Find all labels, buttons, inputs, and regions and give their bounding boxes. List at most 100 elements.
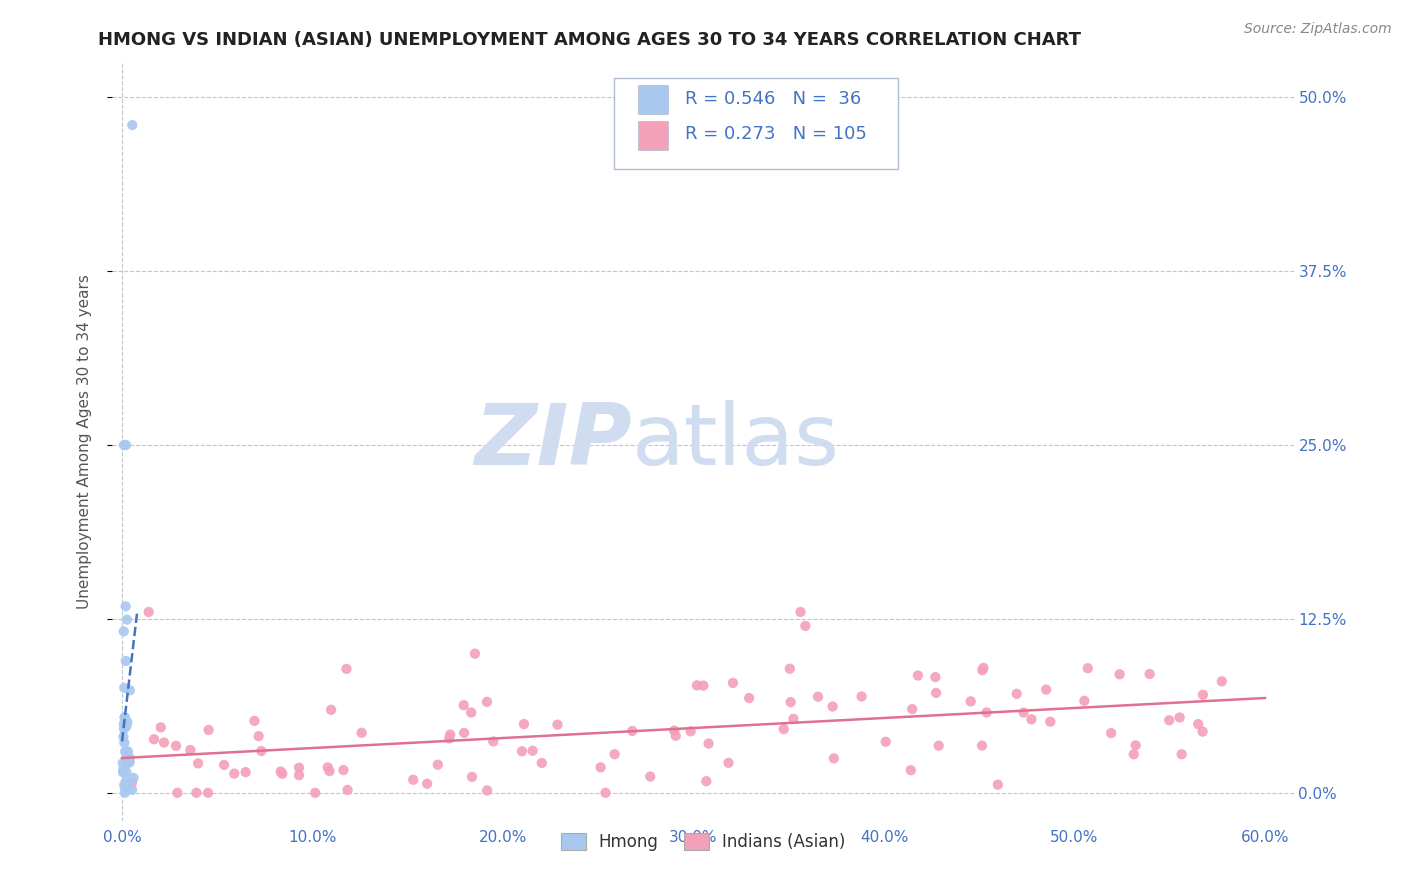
Point — [972, 663, 994, 677]
Point — [686, 678, 709, 692]
Point — [738, 691, 761, 706]
Point — [460, 706, 482, 720]
Point — [117, 715, 139, 730]
Point — [1159, 713, 1181, 727]
Point — [224, 766, 246, 780]
Point — [779, 695, 801, 709]
Point — [270, 764, 292, 779]
Point — [970, 739, 993, 753]
Point — [823, 751, 845, 765]
Point — [603, 747, 626, 762]
Point — [114, 745, 136, 759]
Point — [794, 619, 817, 633]
Point — [112, 763, 135, 777]
Point — [350, 726, 373, 740]
Point — [121, 118, 143, 132]
Point — [717, 756, 740, 770]
Text: atlas: atlas — [633, 400, 841, 483]
Point — [901, 702, 924, 716]
Point — [692, 679, 714, 693]
Point — [114, 786, 136, 800]
Point — [851, 690, 873, 704]
Point — [1211, 674, 1233, 689]
Point — [112, 624, 135, 639]
Point — [288, 768, 311, 782]
Point — [530, 756, 553, 770]
Point — [461, 770, 484, 784]
Point — [1187, 717, 1209, 731]
Point — [976, 706, 998, 720]
Point — [118, 756, 141, 770]
Text: R = 0.273   N = 105: R = 0.273 N = 105 — [685, 126, 868, 144]
Point — [115, 778, 138, 792]
Point — [782, 712, 804, 726]
Point — [247, 729, 270, 743]
Point — [807, 690, 830, 704]
Point — [114, 774, 136, 789]
Point — [1039, 714, 1062, 729]
Point — [664, 723, 686, 738]
Point — [186, 786, 208, 800]
Point — [112, 736, 135, 750]
Point — [595, 786, 617, 800]
Point — [907, 668, 929, 682]
Point — [900, 763, 922, 777]
Point — [153, 735, 176, 749]
Point — [453, 726, 475, 740]
Point — [114, 780, 136, 795]
Point — [179, 743, 201, 757]
Point — [304, 786, 326, 800]
Point — [721, 676, 744, 690]
Point — [197, 786, 219, 800]
Point — [332, 763, 354, 777]
Point — [121, 775, 143, 789]
Point — [114, 711, 136, 725]
Point — [453, 698, 475, 713]
Point — [638, 770, 661, 784]
Point — [924, 670, 946, 684]
Point — [1021, 712, 1043, 726]
Text: R = 0.546   N =  36: R = 0.546 N = 36 — [685, 90, 862, 108]
Point — [112, 730, 135, 744]
Point — [112, 778, 135, 792]
Point — [138, 605, 160, 619]
Point — [271, 767, 294, 781]
Point — [114, 599, 136, 614]
Point — [165, 739, 187, 753]
Point — [117, 748, 139, 763]
FancyBboxPatch shape — [638, 120, 668, 150]
Point — [1192, 688, 1215, 702]
Point — [1168, 710, 1191, 724]
Point — [402, 772, 425, 787]
Point — [115, 438, 138, 452]
Point — [316, 760, 339, 774]
Point — [112, 681, 135, 695]
Point — [335, 662, 357, 676]
Point — [987, 778, 1010, 792]
Point — [149, 720, 172, 734]
Point — [928, 739, 950, 753]
Point — [1139, 667, 1161, 681]
Point — [243, 714, 266, 728]
Point — [522, 744, 544, 758]
Point — [250, 744, 273, 758]
Point — [621, 723, 644, 738]
Point — [1108, 667, 1130, 681]
Point — [166, 786, 188, 800]
Point — [1073, 694, 1095, 708]
Point — [115, 613, 138, 627]
Point — [187, 756, 209, 771]
Point — [779, 662, 801, 676]
Point — [416, 777, 439, 791]
Point — [589, 760, 612, 774]
FancyBboxPatch shape — [638, 85, 668, 114]
Text: ZIP: ZIP — [474, 400, 633, 483]
Point — [112, 717, 135, 731]
Point — [143, 732, 166, 747]
Point — [513, 717, 536, 731]
Point — [288, 761, 311, 775]
Point — [439, 731, 461, 746]
Point — [510, 744, 533, 758]
Point — [112, 722, 135, 736]
Point — [475, 783, 498, 797]
